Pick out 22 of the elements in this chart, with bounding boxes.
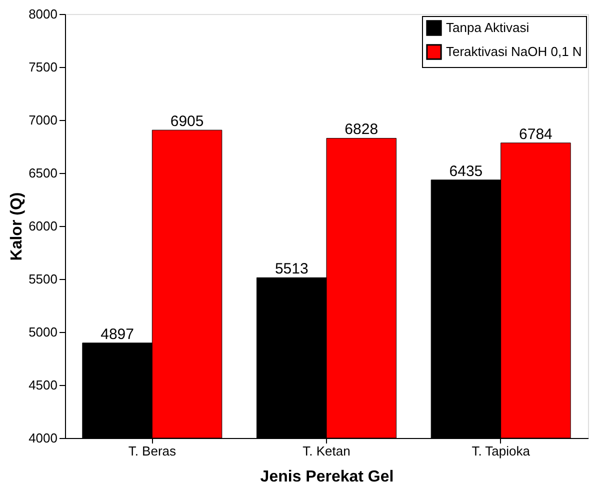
legend-label: Teraktivasi NaOH 0,1 N (446, 44, 582, 59)
y-tick-label: 7000 (28, 112, 58, 128)
y-tick-label: 4000 (28, 430, 58, 446)
x-tick-label: T. Beras (128, 444, 177, 458)
data-label: 6784 (519, 126, 552, 143)
data-label: 5513 (274, 260, 308, 278)
data-label: 4897 (100, 326, 134, 343)
data-label: 6905 (170, 113, 204, 130)
legend-label: Tanpa Aktivasi (446, 20, 530, 35)
y-tick-label: 6000 (28, 218, 58, 234)
data-label: 6435 (449, 162, 483, 180)
y-tick-label: 5000 (28, 324, 58, 340)
x-tick-label: T. Tapioka (472, 444, 531, 458)
y-axis-title: Kalor (Q) (8, 192, 26, 261)
data-label: 6828 (344, 121, 378, 138)
y-tick-label: 5500 (28, 272, 58, 286)
y-tick-label: 7500 (28, 60, 58, 74)
y-tick-label: 6500 (28, 166, 58, 180)
y-tick-label: 4500 (28, 378, 58, 392)
x-axis-title: Jenis Perekat Gel (260, 468, 394, 486)
y-tick-label: 8000 (28, 6, 58, 22)
x-tick-label: T. Ketan (302, 444, 350, 458)
